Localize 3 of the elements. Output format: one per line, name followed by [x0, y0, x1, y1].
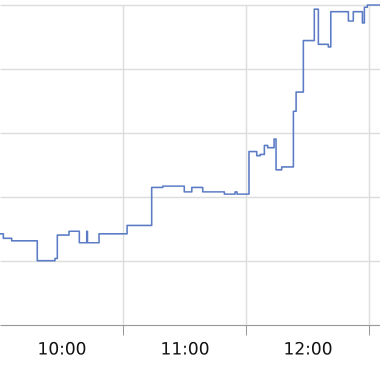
x-tick-label: 10:00 [38, 340, 87, 360]
x-tick-label: 12:00 [284, 340, 333, 360]
x-tick-label: 11:00 [160, 340, 210, 360]
